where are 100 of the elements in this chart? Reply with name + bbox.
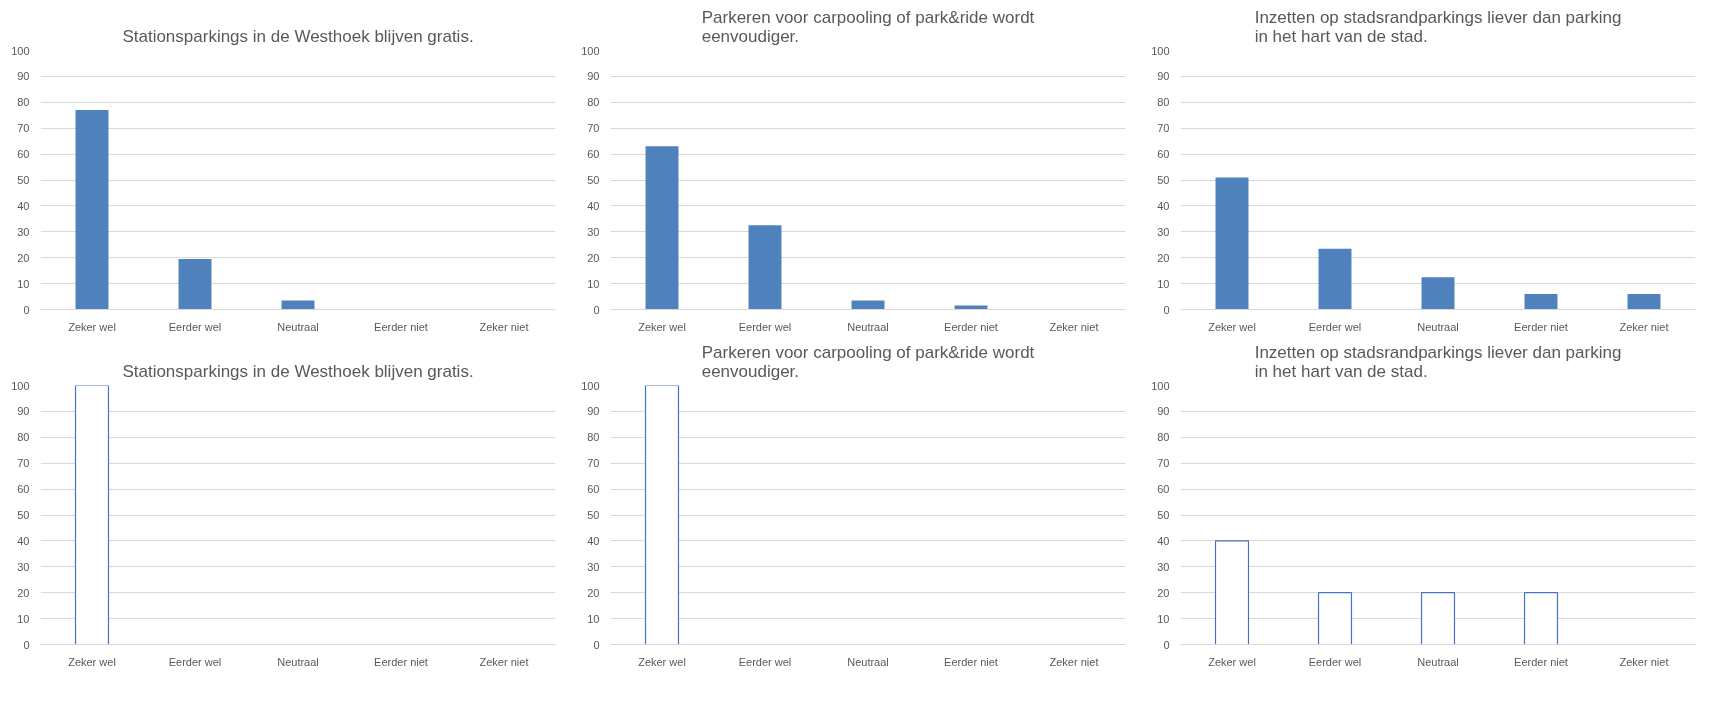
- x-tick-label: Zeker niet: [1619, 320, 1669, 333]
- y-tick-label: 30: [1157, 225, 1170, 238]
- x-tick-label: Neutraal: [1417, 320, 1459, 333]
- y-tick-label: 0: [593, 638, 600, 651]
- x-tick-label: Zeker wel: [638, 320, 686, 333]
- y-tick-label: 50: [587, 509, 600, 521]
- y-tick-label: 100: [1151, 44, 1170, 57]
- x-tick-label: Zeker niet: [479, 320, 529, 333]
- x-tick-label: Zeker wel: [68, 320, 116, 333]
- y-tick-label: 90: [17, 405, 30, 418]
- y-tick-label: 10: [17, 277, 30, 290]
- y-tick-label: 60: [17, 148, 30, 161]
- x-tick-label: Zeker wel: [1208, 320, 1256, 333]
- x-tick-label: Eerder niet: [374, 320, 428, 333]
- y-tick-label: 100: [581, 379, 600, 392]
- y-tick-label: 30: [587, 560, 600, 573]
- x-tick-label: Eerder niet: [1514, 655, 1568, 668]
- y-tick-label: 90: [1157, 405, 1170, 418]
- y-tick-label: 50: [17, 174, 30, 186]
- y-tick-label: 80: [1157, 96, 1170, 109]
- chart-title: Inzetten op stadsrandparkings liever dan parking in het hart van de stad.: [1254, 342, 1622, 381]
- x-tick-label: Eerder niet: [374, 655, 428, 668]
- x-tick-label: Zeker wel: [68, 655, 116, 668]
- x-tick-label: Zeker niet: [1049, 320, 1099, 333]
- x-tick-label: Eerder wel: [738, 320, 792, 333]
- y-tick-label: 40: [587, 199, 600, 212]
- y-tick-label: 0: [593, 303, 600, 316]
- y-tick-label: 50: [1157, 509, 1170, 521]
- y-tick-label: 50: [17, 509, 30, 521]
- y-tick-label: 90: [587, 70, 600, 83]
- y-tick-label: 70: [587, 457, 600, 470]
- y-tick-label: 70: [587, 122, 600, 135]
- y-tick-label: 30: [17, 560, 30, 573]
- x-tick-label: Eerder wel: [1308, 320, 1362, 333]
- y-tick-label: 70: [17, 457, 30, 470]
- x-tick-label: Zeker niet: [1049, 655, 1099, 668]
- y-tick-label: 80: [17, 96, 30, 109]
- y-tick-label: 10: [1157, 277, 1170, 290]
- y-tick-label: 90: [587, 405, 600, 418]
- x-tick-label: Eerder wel: [1308, 655, 1362, 668]
- y-tick-label: 80: [587, 96, 600, 109]
- y-tick-label: 10: [17, 612, 30, 625]
- y-tick-label: 20: [17, 251, 30, 264]
- y-tick-label: 10: [587, 612, 600, 625]
- y-tick-label: 30: [587, 225, 600, 238]
- y-tick-label: 60: [1157, 148, 1170, 161]
- y-tick-label: 50: [587, 174, 600, 186]
- y-tick-label: 10: [1157, 612, 1170, 625]
- chart-title: Stationsparkings in de Westhoek blijven gratis.: [122, 361, 474, 381]
- y-tick-label: 60: [1157, 483, 1170, 496]
- y-tick-label: 70: [1157, 122, 1170, 135]
- y-tick-label: 40: [1157, 534, 1170, 547]
- chart-title: Inzetten op stadsrandparkings liever dan parking in het hart van de stad.: [1254, 7, 1622, 46]
- y-tick-label: 80: [587, 431, 600, 444]
- chart-title: Stationsparkings in de Westhoek blijven gratis.: [122, 26, 474, 46]
- y-tick-label: 50: [1157, 174, 1170, 186]
- x-tick-label: Neutraal: [1417, 655, 1459, 668]
- chart-title: Parkeren voor carpooling of park&ride wordt eenvoudiger.: [701, 342, 1035, 381]
- y-tick-label: 80: [17, 431, 30, 444]
- x-tick-label: Eerder niet: [944, 655, 998, 668]
- y-tick-label: 40: [1157, 199, 1170, 212]
- y-tick-label: 20: [587, 586, 600, 599]
- y-tick-label: 20: [1157, 586, 1170, 599]
- y-tick-label: 90: [1157, 70, 1170, 83]
- y-tick-label: 20: [1157, 251, 1170, 264]
- y-tick-label: 0: [1163, 638, 1170, 651]
- y-tick-label: 100: [1151, 379, 1170, 392]
- x-tick-label: Eerder wel: [168, 320, 222, 333]
- x-tick-label: Eerder wel: [168, 655, 222, 668]
- y-tick-label: 70: [1157, 457, 1170, 470]
- y-tick-label: 40: [17, 199, 30, 212]
- y-tick-label: 10: [587, 277, 600, 290]
- y-tick-label: 0: [1163, 303, 1170, 316]
- y-tick-label: 70: [17, 122, 30, 135]
- x-tick-label: Zeker niet: [479, 655, 529, 668]
- y-tick-label: 0: [23, 638, 30, 651]
- x-tick-label: Eerder niet: [944, 320, 998, 333]
- x-tick-label: Neutraal: [847, 655, 889, 668]
- x-tick-label: Eerder niet: [1514, 320, 1568, 333]
- x-tick-label: Neutraal: [847, 320, 889, 333]
- x-tick-label: Eerder wel: [738, 655, 792, 668]
- x-tick-label: Zeker wel: [638, 655, 686, 668]
- y-tick-label: 30: [1157, 560, 1170, 573]
- y-tick-label: 0: [23, 303, 30, 316]
- chart-title: Parkeren voor carpooling of park&ride wordt eenvoudiger.: [701, 7, 1035, 46]
- y-tick-label: 60: [587, 483, 600, 496]
- y-tick-label: 20: [587, 251, 600, 264]
- y-tick-label: 30: [17, 225, 30, 238]
- y-tick-label: 60: [587, 148, 600, 161]
- y-tick-label: 40: [587, 534, 600, 547]
- y-tick-label: 20: [17, 586, 30, 599]
- y-tick-label: 40: [17, 534, 30, 547]
- x-tick-label: Zeker wel: [1208, 655, 1256, 668]
- x-tick-label: Neutraal: [277, 320, 319, 333]
- x-tick-label: Neutraal: [277, 655, 319, 668]
- y-tick-label: 100: [581, 44, 600, 57]
- y-tick-label: 80: [1157, 431, 1170, 444]
- y-tick-label: 100: [11, 379, 30, 392]
- x-tick-label: Zeker niet: [1619, 655, 1669, 668]
- y-tick-label: 60: [17, 483, 30, 496]
